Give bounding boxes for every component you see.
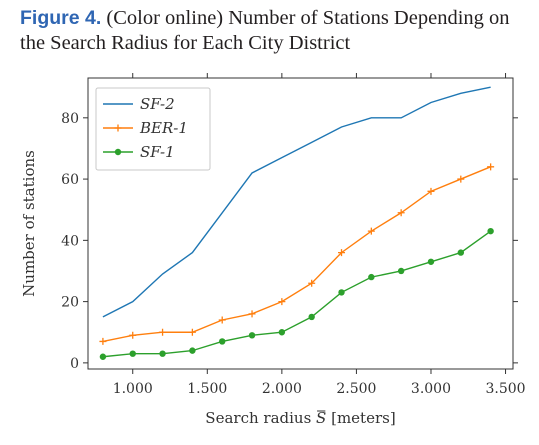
- legend-entry-sf-2: SF-2: [103, 95, 175, 113]
- series-ber-1: [99, 163, 495, 345]
- data-point-sf-1: [397, 267, 405, 275]
- legend: SF-2 BER-1 SF-1: [95, 87, 211, 171]
- series-line-ber-1: [102, 166, 491, 343]
- data-point-sf-1: [219, 338, 226, 345]
- data-point-sf-1: [487, 227, 494, 235]
- data-point-ber-1: [99, 337, 107, 345]
- x-axis-label-prefix: Search radius: [205, 409, 311, 427]
- data-point-ber-1: [159, 328, 167, 336]
- caption-line-2: the Search Radius for Each City District: [20, 32, 351, 54]
- legend-marker-sf-1: [114, 148, 122, 156]
- data-point-sf-1: [308, 313, 315, 321]
- data-point-sf-1: [427, 258, 435, 265]
- legend-entry-ber-1: BER-1: [103, 119, 188, 137]
- y-tick-label: 20: [61, 295, 79, 311]
- y-axis-label: Number of stations: [20, 150, 38, 297]
- legend-label-sf-2: SF-2: [140, 95, 175, 113]
- x-axis-label: Search radius S [meters]: [205, 409, 395, 427]
- legend-box: [95, 87, 211, 171]
- legend-label-ber-1: BER-1: [139, 119, 188, 137]
- plot-frame: [87, 77, 514, 370]
- y-tick-label: 40: [61, 233, 79, 249]
- series-line-sf-2: [102, 86, 491, 318]
- data-point-ber-1: [457, 175, 465, 183]
- y-tick-label: 60: [61, 172, 79, 188]
- y-tick-label: 80: [61, 111, 79, 127]
- caption-line-1: (Color online) Number of Stations Depend…: [106, 7, 510, 29]
- series-line-sf-1: [102, 230, 492, 358]
- x-tick-label: 2.500: [336, 381, 376, 397]
- data-point-sf-1: [278, 329, 286, 336]
- legend-marker-ber-1: [114, 124, 122, 132]
- figure-label: Figure 4.: [20, 7, 102, 29]
- legend-label-sf-1: SF-1: [140, 143, 175, 161]
- x-tick-label: 1.500: [187, 381, 227, 397]
- data-point-ber-1: [308, 279, 316, 287]
- x-tick-label: 3.000: [411, 381, 451, 397]
- x-tick-label: 2.000: [262, 381, 302, 397]
- data-point-sf-1: [189, 347, 196, 354]
- data-point-ber-1: [487, 163, 495, 171]
- data-point-ber-1: [397, 209, 405, 217]
- data-point-ber-1: [188, 328, 196, 336]
- figure-caption: Figure 4. (Color online) Number of Stati…: [20, 6, 530, 56]
- data-point-ber-1: [427, 187, 435, 195]
- data-point-sf-1: [457, 249, 465, 256]
- series-layer: [99, 86, 495, 360]
- x-tick-label: 3.500: [485, 381, 525, 397]
- x-axis-label-symbol: S: [316, 409, 326, 427]
- data-point-ber-1: [218, 316, 226, 324]
- data-point-sf-1: [159, 350, 166, 357]
- data-point-ber-1: [248, 310, 256, 318]
- data-point-sf-1: [129, 350, 136, 357]
- data-point-sf-1: [99, 353, 107, 360]
- data-point-sf-1: [368, 273, 375, 281]
- data-point-ber-1: [367, 227, 375, 235]
- y-tick-label: 0: [70, 356, 79, 372]
- series-sf-1: [99, 227, 494, 360]
- axes: 1.000 1.500 2.000 2.500 3.000 3.500 0 20 40 60 80: [61, 73, 526, 412]
- x-tick-label: 1.000: [113, 381, 153, 397]
- x-axis-label-suffix: [meters]: [331, 409, 396, 427]
- data-point-ber-1: [129, 331, 137, 339]
- legend-entry-sf-1: SF-1: [103, 143, 175, 161]
- data-point-ber-1: [278, 298, 286, 306]
- data-point-sf-1: [248, 332, 256, 339]
- data-point-sf-1: [338, 289, 345, 296]
- data-point-ber-1: [338, 249, 346, 257]
- series-sf-2: [102, 86, 491, 318]
